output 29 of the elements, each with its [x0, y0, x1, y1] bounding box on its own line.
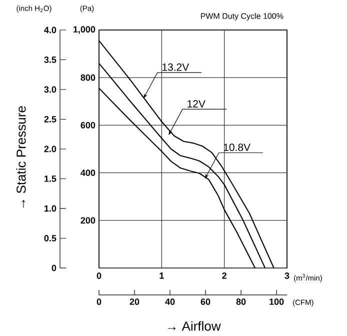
y-tick-label: 600	[80, 122, 96, 128]
annotation: 12V	[188, 100, 206, 108]
y2-tick-label: 1.5	[44, 176, 56, 182]
annotation: 13.2V	[162, 63, 190, 71]
y-tick-label: 1,000	[74, 26, 96, 34]
x-tick-label: 0	[96, 272, 102, 279]
y2-tick-label: 3.5	[44, 56, 56, 63]
y2-tick-label: 3.0	[44, 86, 56, 93]
x-tick-label: 2	[222, 272, 226, 279]
y2-tick-label: 2.0	[44, 146, 56, 152]
x2-tick-label: 80	[236, 298, 246, 305]
x2-tick-label: 100	[270, 298, 284, 305]
x-tick-label: 3	[284, 272, 290, 279]
y2-tick-label: 0.5	[44, 235, 56, 242]
y2-tick-label: 1.0	[44, 205, 56, 212]
y2-tick-label: 2.5	[44, 116, 56, 122]
y-tick-label: 400	[80, 170, 96, 176]
x2-tick-label: 60	[200, 298, 210, 305]
y2-tick-label: 4.0	[44, 26, 56, 34]
y-tick-label: 200	[80, 217, 96, 224]
y-tick-label: 800	[80, 74, 96, 81]
x2-tick-label: 20	[130, 298, 140, 305]
x-tick-label: 1	[160, 272, 164, 279]
x2-tick-label: 40	[165, 298, 175, 305]
text: → Airflow	[168, 321, 221, 331]
chart-title: PWM Duty Cycle 100%	[200, 12, 284, 20]
x2-tick-label: 0	[96, 298, 102, 305]
text: → Static Pressure	[16, 106, 26, 208]
y2-tick-label: 0	[52, 264, 56, 272]
